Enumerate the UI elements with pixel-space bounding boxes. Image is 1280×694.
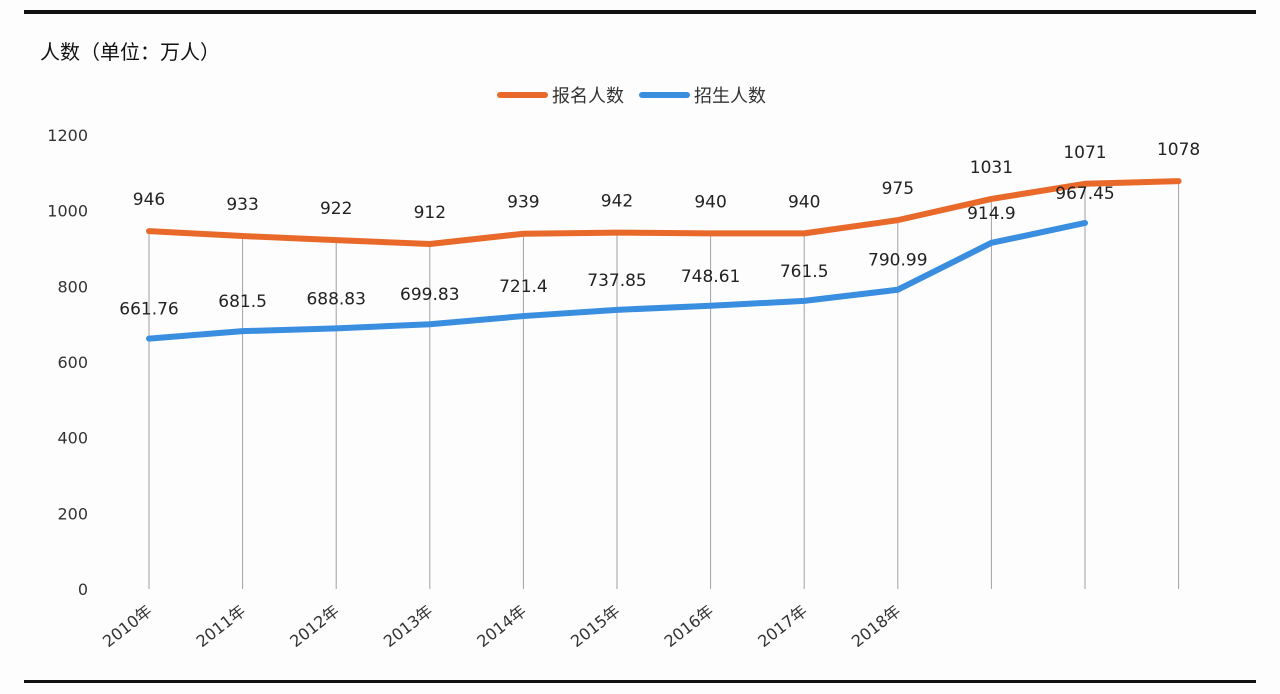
- series-line-applicants: [146, 178, 1182, 247]
- chart-title: 人数（单位：万人）: [40, 40, 220, 64]
- data-label: 942: [601, 192, 633, 212]
- data-label: 912: [414, 203, 446, 223]
- data-label: 661.76: [119, 300, 178, 320]
- data-label: 922: [320, 199, 352, 219]
- bottom-rule: [24, 680, 1256, 683]
- data-label: 940: [788, 192, 820, 212]
- x-tick-label: 2013年: [380, 601, 436, 651]
- x-tick-label: 2018年: [848, 601, 904, 651]
- data-label: 933: [226, 195, 258, 215]
- x-tick-label: 2014年: [473, 601, 529, 651]
- y-tick-label: 1000: [47, 202, 88, 221]
- x-tick-label: 2016年: [661, 601, 717, 651]
- y-tick-label: 400: [57, 429, 88, 448]
- legend-label: 报名人数: [552, 86, 624, 107]
- data-label: 748.61: [681, 267, 740, 287]
- y-tick-label: 200: [57, 504, 88, 523]
- data-label: 967.45: [1055, 184, 1114, 204]
- data-label: 914.9: [967, 204, 1016, 224]
- x-tick-label: 2010年: [99, 601, 155, 651]
- data-label: 1031: [970, 158, 1013, 178]
- data-label: 721.4: [499, 277, 548, 297]
- data-label: 939: [507, 193, 539, 213]
- data-label: 975: [882, 179, 914, 199]
- x-tick-label: 2015年: [567, 601, 623, 651]
- data-label: 681.5: [218, 292, 267, 312]
- top-rule: [24, 10, 1256, 14]
- x-tick-label: 2012年: [286, 601, 342, 651]
- x-tick-label: 2017年: [754, 601, 810, 651]
- x-tick-label: 2011年: [193, 601, 249, 651]
- data-label: 737.85: [587, 271, 646, 291]
- data-label: 940: [694, 192, 726, 212]
- y-tick-label: 1200: [47, 126, 88, 145]
- data-label: 946: [133, 190, 165, 210]
- legend-label: 招生人数: [694, 86, 766, 107]
- data-label: 699.83: [400, 285, 459, 305]
- data-label: 1071: [1063, 143, 1106, 163]
- data-label: 761.5: [780, 262, 829, 282]
- data-label: 790.99: [868, 251, 927, 271]
- y-tick-label: 0: [78, 580, 88, 599]
- y-tick-label: 800: [57, 277, 88, 296]
- data-label: 688.83: [306, 289, 365, 309]
- data-label: 1078: [1157, 140, 1200, 160]
- y-tick-label: 600: [57, 353, 88, 372]
